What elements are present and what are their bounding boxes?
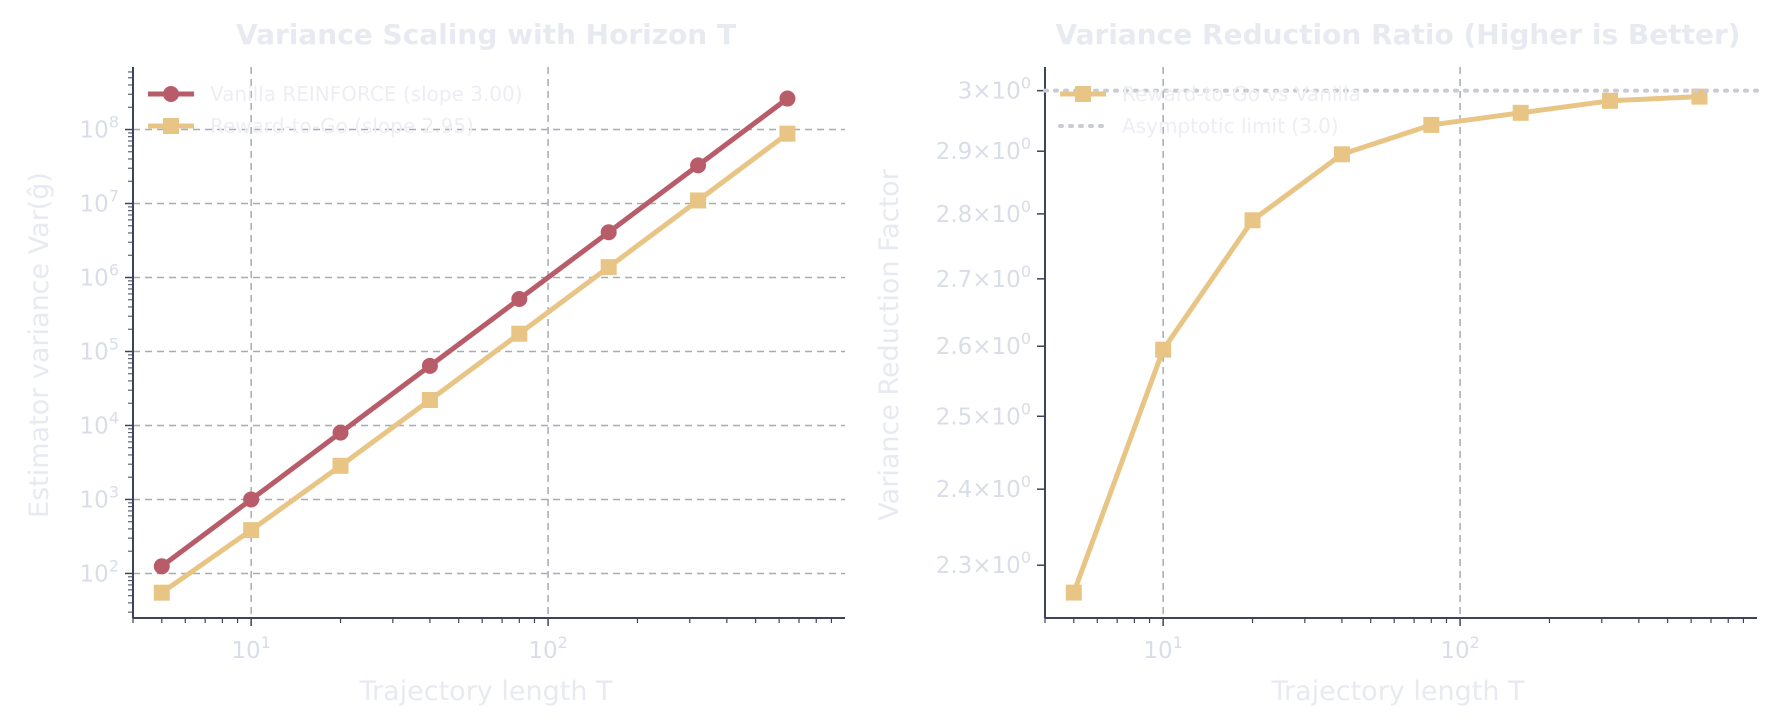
data-point [690,192,707,209]
series-line [160,96,789,569]
plot-area: 101 102 102 103 104 105 106 107 108 Vanilla REINF… [80,67,845,664]
data-point [1512,104,1529,121]
data-point [1423,116,1440,133]
y-tick-label: 2.5×100 [936,399,1031,430]
y-tick-label: 103 [80,482,119,513]
y-tick-label: 2.9×100 [936,134,1031,165]
variance-reduction-chart: Variance Reduction Ratio (Higher is Bett… [874,18,1759,707]
legend-label: Vanilla REINFORCE (slope 3.00) [210,82,523,106]
data-point [779,90,796,107]
data-point [511,325,528,342]
data-point [779,125,796,142]
x-axis-label: Trajectory length T [358,676,613,707]
x-tick-label: 102 [528,633,567,664]
y-tick-label: 2.4×100 [936,472,1031,503]
data-point [1333,146,1350,163]
y-tick-label: 2.6×100 [936,329,1031,360]
data-point [243,522,260,539]
data-point [421,391,438,408]
y-tick-label: 108 [80,113,119,144]
data-point [332,457,349,474]
y-tick-label: 107 [80,187,119,218]
data-point [332,424,349,441]
y-tick-label: 106 [80,261,119,292]
legend-label: Reward-to-Go (slope 2.95) [210,114,474,138]
chart-title: Variance Reduction Ratio (Higher is Bett… [1055,18,1740,51]
series-line [1071,94,1700,594]
legend-marker [163,118,179,134]
data-point [690,157,707,174]
data-point [1602,92,1619,109]
data-point [600,224,617,241]
data-point [600,259,617,276]
y-tick-label: 2.3×100 [936,548,1031,579]
data-point [153,584,170,601]
data-point [421,357,438,374]
y-tick-label: 102 [80,556,119,587]
y-tick-label: 104 [80,408,119,439]
x-tick-label: 102 [1440,633,1479,664]
data-point [1244,212,1261,229]
x-tick-label: 101 [231,633,270,664]
data-point [1065,584,1082,601]
data-point [243,491,260,508]
y-axis-label: Estimator variance Var(ĝ) [24,172,55,518]
y-tick-label: 2.7×100 [936,262,1031,293]
chart-title: Variance Scaling with Horizon T [236,18,736,51]
data-point [511,291,528,308]
legend: Reward-to-Go vs Vanilla Asymptotic limit … [1058,82,1361,138]
legend-marker [1075,86,1091,102]
y-axis-label: Variance Reduction Factor [874,168,905,520]
legend: Vanilla REINFORCE (slope 3.00) Reward-to-… [148,82,523,138]
data-point [153,558,170,575]
x-axis-label: Trajectory length T [1270,676,1525,707]
y-tick-label: 105 [80,334,119,365]
data-point [1155,341,1172,358]
legend-marker [163,86,179,102]
legend-label: Asymptotic limit (3.0) [1122,114,1339,138]
legend-label: Reward-to-Go vs Vanilla [1122,82,1361,106]
y-tick-label: 2.8×100 [936,197,1031,228]
series-line [160,131,789,595]
plot-area: 101 102 2.3×100 2.4×100 2.5×100 2.6×100 2.7×10… [936,67,1759,664]
y-tick-label: 3×100 [958,74,1031,105]
x-tick-label: 101 [1143,633,1182,664]
variance-scaling-chart: Variance Scaling with Horizon T 101 10210… [24,18,845,707]
chart-title-text: Variance Scaling with Horizon T [236,18,736,51]
